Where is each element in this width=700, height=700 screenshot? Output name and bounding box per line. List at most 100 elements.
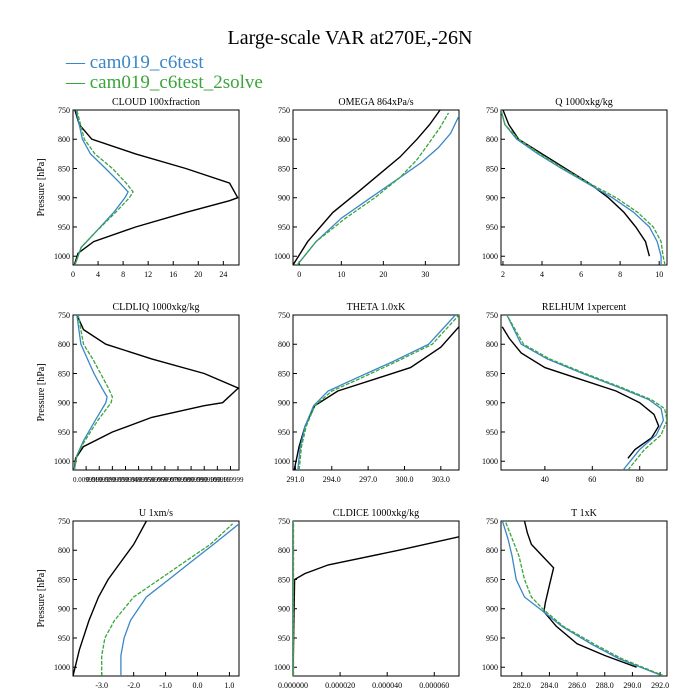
series-line-1	[501, 326, 660, 459]
series-line-2	[297, 315, 456, 470]
y-tick-label: 1000	[482, 457, 498, 466]
figure-title: Large-scale VAR at270E,-26N	[227, 27, 473, 49]
series-line-1	[293, 536, 459, 676]
series-line-1	[293, 326, 459, 470]
series-line-3	[501, 110, 666, 265]
x-tick-label: -2.0	[127, 681, 140, 690]
x-tick-label: 80	[636, 475, 644, 484]
y-tick-label: 800	[486, 546, 498, 555]
series-line-1	[523, 521, 637, 668]
y-tick-label: 750	[486, 311, 498, 320]
y-tick-label: 950	[278, 428, 290, 437]
y-tick-label: 850	[278, 575, 290, 584]
x-tick-label: -3.0	[95, 681, 108, 690]
series-line-3	[296, 112, 450, 265]
panel-title: OMEGA 864xPa/s	[338, 97, 413, 108]
x-tick-label: 8	[121, 270, 125, 279]
x-tick-label: -1.0	[159, 681, 172, 690]
x-tick-label: 0.019999	[86, 476, 113, 484]
x-tick-label: 300.0	[395, 475, 413, 484]
x-tick-label: 294.0	[323, 475, 341, 484]
y-tick-label: 950	[58, 634, 70, 643]
x-tick-label: 0.079999	[165, 476, 192, 484]
x-tick-label: 0.000000	[278, 681, 308, 690]
y-tick-label: 900	[278, 605, 290, 614]
panel-5: THETA 1.0xK 291.0 294.0 297.0 300.0 303.0 750 8…	[274, 302, 460, 484]
x-tick-label: 24	[219, 270, 227, 279]
y-tick-label: 800	[58, 135, 70, 144]
x-tick-label: 1.0	[224, 681, 234, 690]
y-tick-label: 800	[278, 546, 290, 555]
x-tick-label: 8	[618, 270, 622, 279]
y-tick-label: 1000	[482, 252, 498, 261]
x-tick-label: 10	[655, 270, 663, 279]
panel-8: CLDICE 1000xkg/kg 0.000000 0.000020 0.00004…	[274, 508, 460, 690]
x-tick-label: 2	[501, 270, 505, 279]
y-tick-label: 900	[58, 399, 70, 408]
series-line-2	[501, 110, 662, 265]
series-line-1	[293, 110, 441, 265]
legend-entry-series-2: — cam019_c6test_2solve	[66, 72, 263, 93]
x-tick-label: 303.0	[432, 475, 450, 484]
panel-title: THETA 1.0xK	[347, 302, 406, 313]
x-tick-label: 0.099999	[191, 476, 218, 484]
legend-entry-series-1: — cam019_c6test	[66, 52, 204, 73]
x-tick-label: 20	[379, 270, 387, 279]
x-tick-label: 20	[194, 270, 202, 279]
panel-3: Q 1000xkg/kg 2 4 6 8 10 750 800 850 900 950 1000	[482, 97, 668, 279]
x-tick-label: 0.059999	[139, 476, 166, 484]
panel-title: CLDICE 1000xkg/kg	[333, 508, 419, 519]
x-tick-label: 0	[297, 270, 301, 279]
y-tick-label: 750	[278, 106, 290, 115]
y-tick-label: 750	[278, 311, 290, 320]
y-tick-label: 800	[278, 340, 290, 349]
y-tick-label: 1000	[54, 457, 70, 466]
y-tick-label: 900	[278, 194, 290, 203]
x-tick-label: 292.0	[651, 681, 669, 690]
y-tick-label: 800	[58, 546, 70, 555]
x-tick-label: 282.0	[513, 681, 531, 690]
x-tick-label: 4	[540, 270, 544, 279]
x-tick-label: 0.000040	[372, 681, 402, 690]
x-tick-label: 0.009999	[73, 476, 100, 484]
series-line-3	[298, 315, 459, 470]
y-tick-label: 750	[486, 517, 498, 526]
panel-9: T 1xK 282.0 284.0 286.0 288.0 290.0 292.0 750 80…	[482, 508, 669, 690]
x-tick-label: 10	[337, 270, 345, 279]
y-tick-label: 1000	[482, 663, 498, 672]
series-line-2	[120, 523, 239, 676]
y-tick-label: 850	[58, 575, 70, 584]
panel-title: CLDLIQ 1000xkg/kg	[113, 302, 200, 313]
panel-title: CLOUD 100xfraction	[112, 97, 200, 108]
x-tick-label: 286.0	[568, 681, 586, 690]
x-tick-label: 284.0	[540, 681, 558, 690]
y-tick-label: 850	[486, 575, 498, 584]
series-line-1	[73, 110, 239, 265]
y-tick-label: 900	[58, 605, 70, 614]
y-tick-label: 1000	[54, 663, 70, 672]
y-tick-label: 750	[58, 311, 70, 320]
y-tick-label: 1000	[274, 457, 290, 466]
y-tick-label: 900	[486, 194, 498, 203]
y-tick-label: 950	[58, 428, 70, 437]
series-line-2	[73, 315, 108, 470]
y-tick-label: 800	[278, 135, 290, 144]
series-line-2	[506, 315, 665, 470]
x-tick-label: 291.0	[286, 475, 304, 484]
panel-7: U 1xm/s Pressure [hPa] -3.0 -2.0 -1.0 0.0 1.0 7…	[36, 508, 240, 690]
y-axis-label: Pressure [hPa]	[36, 363, 47, 421]
x-tick-label: 0.069999	[152, 476, 179, 484]
plot-frame	[292, 109, 460, 266]
x-tick-label: 0.000060	[419, 681, 449, 690]
x-tick-label: 6	[579, 270, 583, 279]
plot-frame	[72, 314, 240, 471]
y-tick-label: 850	[486, 164, 498, 173]
x-tick-label: 290.0	[623, 681, 641, 690]
y-tick-label: 950	[58, 223, 70, 232]
y-tick-label: 950	[278, 223, 290, 232]
x-tick-label: 4	[96, 270, 100, 279]
y-axis-label: Pressure [hPa]	[36, 569, 47, 627]
y-tick-label: 850	[58, 369, 70, 378]
series-line-3	[504, 521, 665, 676]
